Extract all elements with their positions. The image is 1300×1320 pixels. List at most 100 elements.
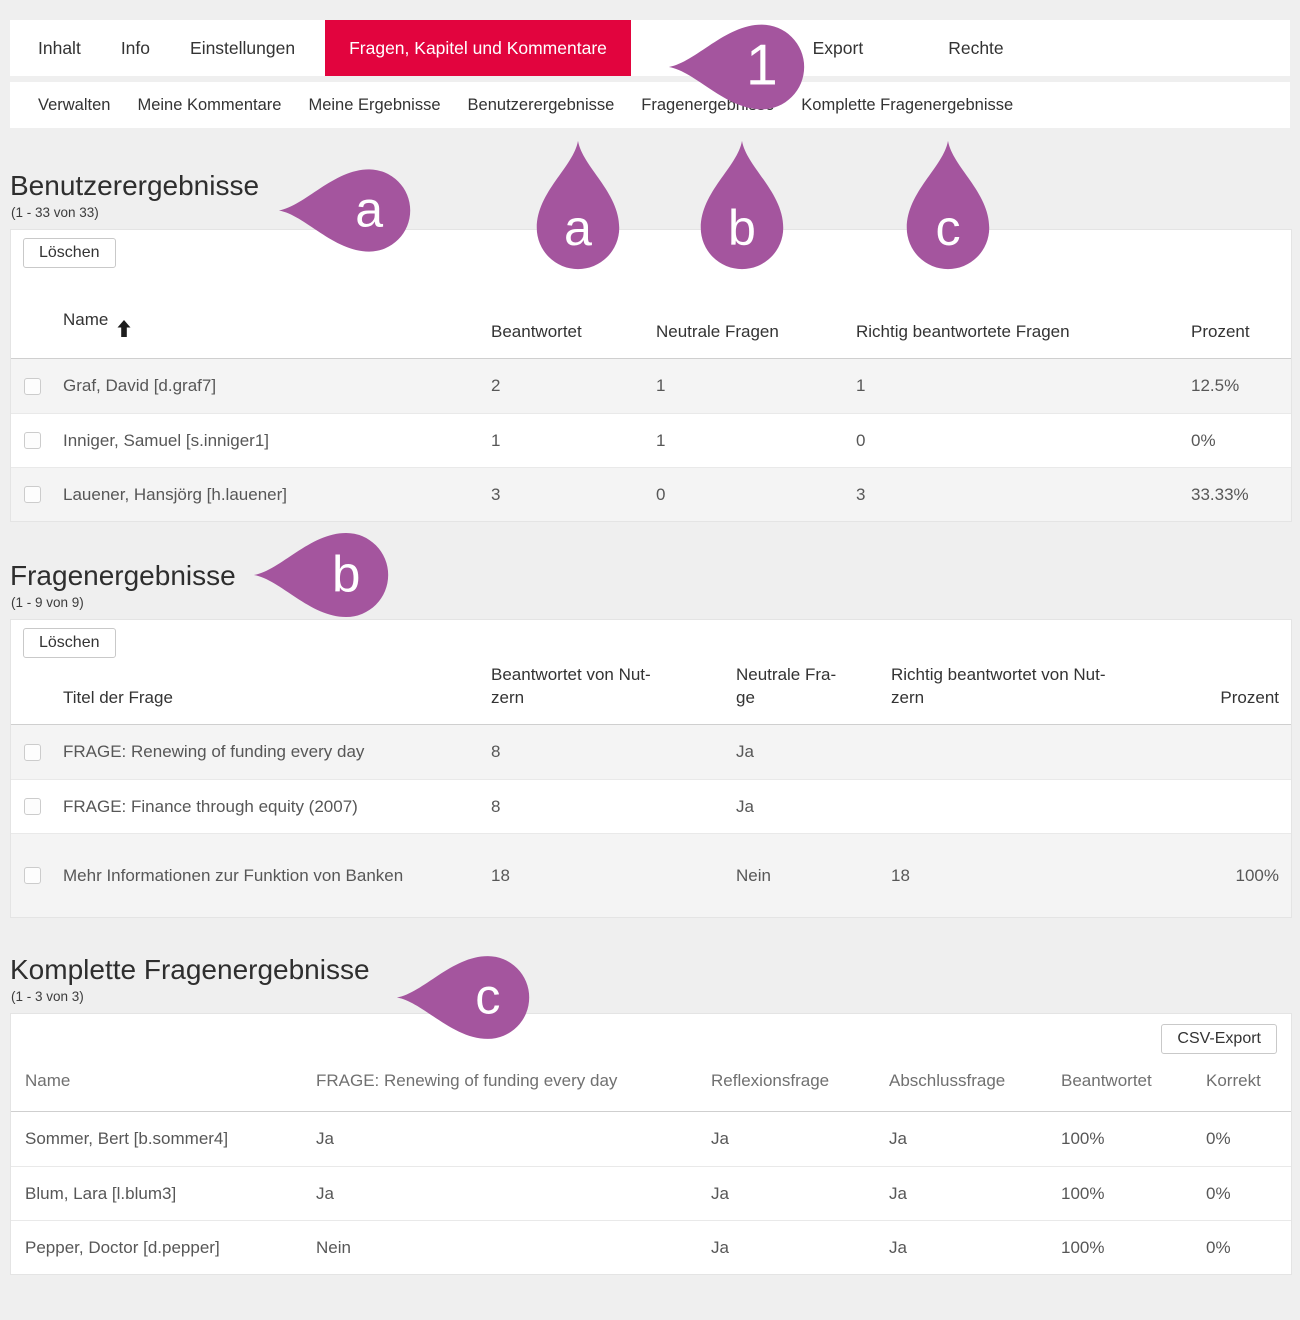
delete-button[interactable]: Löschen — [23, 238, 116, 269]
csv-export-button[interactable]: CSV-Export — [1161, 1024, 1277, 1055]
row-checkbox[interactable] — [23, 798, 41, 816]
cell-beantwortet: 100% — [1061, 1237, 1105, 1257]
tab-einstellungen[interactable]: Einstellungen — [190, 37, 296, 58]
tab-rechte[interactable]: Rechte — [948, 37, 1004, 58]
row-checkbox[interactable] — [23, 743, 41, 761]
cell-frage: Ja — [316, 1129, 334, 1149]
table-row: Blum, Lara [l.blum3] Ja Ja Ja 100% 0% — [11, 1166, 1291, 1220]
cell-name: Blum, Lara [l.blum3] — [25, 1183, 177, 1203]
row-checkbox[interactable] — [23, 486, 41, 503]
column-header-reflexionsfrage[interactable]: Reflexionsfrage — [711, 1071, 830, 1091]
cell-abschlussfrage: Ja — [889, 1237, 907, 1257]
cell-name: Inniger, Samuel [s.inniger1] — [63, 430, 270, 450]
cell-neutrale-fragen: 1 — [656, 376, 666, 396]
cell-richtig — [881, 799, 1186, 815]
sort-ascending-icon — [117, 297, 131, 344]
cell-prozent: 0% — [1191, 430, 1216, 450]
section-fragenergebnisse: Fragenergebnisse (1 - 9 von 9) Löschen T… — [0, 560, 1300, 919]
column-header-abschlussfrage[interactable]: Abschlussfrage — [889, 1071, 1006, 1091]
cell-korrekt: 0% — [1206, 1129, 1231, 1149]
cell-beantwortet: 1 — [491, 430, 501, 450]
cell-beantwortet: 100% — [1061, 1183, 1105, 1203]
result-count: (1 - 33 von 33) — [11, 205, 99, 221]
cell-prozent: 100% — [1235, 865, 1279, 885]
cell-frage: Ja — [316, 1183, 334, 1203]
cell-korrekt: 0% — [1206, 1183, 1231, 1203]
subtab-komplette-fragenergebnisse[interactable]: Komplette Fragenergebnisse — [801, 95, 1014, 114]
cell-beantwortet: 8 — [491, 796, 501, 816]
column-header-name[interactable]: Name — [25, 1071, 71, 1091]
column-header-korrekt[interactable]: Korrekt — [1206, 1071, 1261, 1091]
table-header-row: Name Beantwortet Neutrale Fragen Richtig… — [11, 274, 1291, 359]
cell-titel: Mehr Informationen zur Funktion von Bank… — [63, 865, 404, 885]
cell-prozent — [1186, 799, 1293, 815]
cell-neutrale-fragen: 1 — [656, 430, 666, 450]
cell-neutrale-fragen: 0 — [656, 484, 666, 504]
cell-richtig: 0 — [856, 430, 866, 450]
tab-export[interactable]: Export — [812, 37, 864, 58]
table-row: Lauener, Hansjörg [h.lauener] 3 0 3 33.3… — [11, 467, 1291, 521]
result-count: (1 - 9 von 9) — [11, 595, 84, 611]
table-row: Graf, David [d.graf7] 2 1 1 12.5% — [11, 359, 1291, 413]
column-header-beantwortet[interactable]: Beantwortet — [1061, 1071, 1152, 1091]
cell-beantwortet: 18 — [491, 865, 510, 885]
cell-name: Pepper, Doctor [d.pepper] — [25, 1237, 220, 1257]
column-header-name[interactable]: Name — [53, 274, 481, 358]
cell-frage: Nein — [316, 1237, 351, 1257]
result-count: (1 - 3 von 3) — [11, 989, 84, 1005]
tab-inhalt[interactable]: Inhalt — [38, 37, 81, 58]
column-header-prozent[interactable]: Prozent — [1191, 322, 1250, 342]
column-header-richtig-beantwortete-fragen[interactable]: Richtig beantwortete Fragen — [856, 322, 1070, 342]
sub-tab-bar: Verwalten Meine Kommentare Meine Ergebni… — [10, 82, 1290, 128]
section-komplette-fragenergebnisse: Komplette Fragenergebnisse (1 - 3 von 3)… — [0, 954, 1300, 1276]
table-header-row: Name FRAGE: Renewing of funding every da… — [11, 1060, 1291, 1113]
column-header-titel-der-frage[interactable]: Titel der Frage — [63, 688, 173, 708]
page-title-benutzerergebnisse: Benutzerergebnisse — [10, 170, 260, 201]
column-header-richtig-beantwortet-von-nutzern[interactable]: Richtig beantwortet von Nut- zern — [891, 665, 1106, 708]
table-row: Mehr Informationen zur Funktion von Bank… — [11, 833, 1291, 918]
subtab-meine-ergebnisse[interactable]: Meine Ergebnisse — [308, 95, 441, 114]
subtab-fragenergebnisse[interactable]: Fragenergebnisse — [641, 95, 775, 114]
row-checkbox[interactable] — [23, 867, 41, 885]
cell-beantwortet: 2 — [491, 376, 501, 396]
row-checkbox[interactable] — [23, 432, 41, 449]
subtab-meine-kommentare[interactable]: Meine Kommentare — [137, 95, 282, 114]
cell-prozent: 33.33% — [1191, 484, 1249, 504]
cell-reflexionsfrage: Ja — [711, 1237, 729, 1257]
tab-fragen-kapitel-kommentare[interactable]: Fragen, Kapitel und Kommentare — [325, 20, 631, 76]
subtab-benutzerergebnisse[interactable]: Benutzerergebnisse — [467, 95, 615, 114]
column-header-frage-renewing[interactable]: FRAGE: Renewing of funding every day — [316, 1071, 618, 1091]
column-header-beantwortet-von-nutzern[interactable]: Beantwortet von Nut- zern — [491, 665, 651, 708]
column-header-prozent[interactable]: Prozent — [1220, 688, 1279, 708]
column-header-neutrale-frage[interactable]: Neutrale Fra- ge — [736, 665, 837, 708]
main-tab-bar: Inhalt Info Einstellungen Fragen, Kapite… — [10, 20, 1290, 76]
cell-titel: FRAGE: Renewing of funding every day — [63, 742, 365, 762]
cell-name: Lauener, Hansjörg [h.lauener] — [63, 484, 287, 504]
cell-neutral: Nein — [736, 865, 771, 885]
komplette-fragenergebnisse-table-panel: CSV-Export Name FRAGE: Renewing of fundi… — [10, 1013, 1292, 1276]
tab-info[interactable]: Info — [120, 37, 151, 58]
column-header-neutrale-fragen[interactable]: Neutrale Fragen — [656, 322, 779, 342]
cell-reflexionsfrage: Ja — [711, 1129, 729, 1149]
cell-abschlussfrage: Ja — [889, 1183, 907, 1203]
delete-button[interactable]: Löschen — [23, 628, 116, 659]
cell-richtig — [881, 744, 1186, 760]
row-checkbox[interactable] — [23, 377, 41, 395]
subtab-verwalten[interactable]: Verwalten — [38, 95, 111, 114]
cell-name: Sommer, Bert [b.sommer4] — [25, 1129, 229, 1149]
table-row: FRAGE: Renewing of funding every day 8 J… — [11, 725, 1291, 780]
cell-neutral: Ja — [736, 742, 754, 762]
fragenergebnisse-table-panel: Löschen Titel der Frage Beantwortet von … — [10, 619, 1293, 919]
cell-beantwortet: 100% — [1061, 1129, 1105, 1149]
table-row: Pepper, Doctor [d.pepper] Nein Ja Ja 100… — [11, 1220, 1291, 1274]
section-benutzerergebnisse: Benutzerergebnisse (1 - 33 von 33) Lösch… — [0, 170, 1300, 522]
page: Inhalt Info Einstellungen Fragen, Kapite… — [0, 20, 1300, 1320]
cell-name: Graf, David [d.graf7] — [63, 376, 217, 396]
cell-richtig: 18 — [891, 865, 910, 885]
cell-beantwortet: 3 — [491, 484, 501, 504]
column-header-beantwortet[interactable]: Beantwortet — [491, 322, 582, 342]
cell-korrekt: 0% — [1206, 1237, 1231, 1257]
cell-prozent: 12.5% — [1191, 376, 1240, 396]
tab-partially-hidden[interactable]: tt — [760, 37, 771, 58]
table-row: Sommer, Bert [b.sommer4] Ja Ja Ja 100% 0… — [11, 1112, 1291, 1166]
